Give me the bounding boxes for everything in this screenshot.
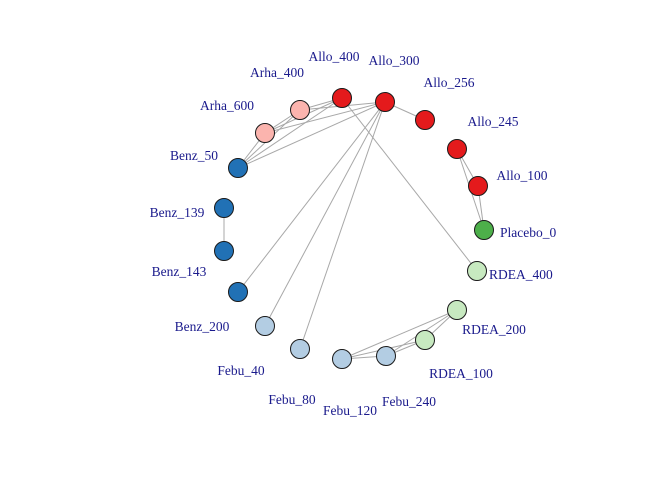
node-Benz_139 xyxy=(214,198,234,218)
node-label-Benz_50: Benz_50 xyxy=(170,148,218,163)
edge-Allo_300-Febu_80 xyxy=(299,101,386,350)
node-RDEA_200 xyxy=(447,300,467,320)
node-Arha_400 xyxy=(290,100,310,120)
node-label-Placebo_0: Placebo_0 xyxy=(500,225,556,240)
node-label-Febu_40: Febu_40 xyxy=(217,363,265,378)
node-Allo_256 xyxy=(415,110,435,130)
node-Allo_400 xyxy=(332,88,352,108)
node-Placebo_0 xyxy=(474,220,494,240)
node-label-RDEA_100: RDEA_100 xyxy=(429,366,493,381)
node-layer xyxy=(214,88,494,369)
node-label-RDEA_200: RDEA_200 xyxy=(462,322,526,337)
node-Allo_100 xyxy=(468,176,488,196)
node-Benz_200 xyxy=(228,282,248,302)
edge-Allo_300-Arha_600 xyxy=(264,101,386,134)
node-Benz_143 xyxy=(214,241,234,261)
edge-Allo_400-RDEA_400 xyxy=(341,97,478,272)
node-label-Febu_240: Febu_240 xyxy=(382,394,436,409)
node-Febu_120 xyxy=(332,349,352,369)
node-Febu_40 xyxy=(255,316,275,336)
node-label-Benz_139: Benz_139 xyxy=(150,205,205,220)
node-Febu_240 xyxy=(376,346,396,366)
node-label-Febu_120: Febu_120 xyxy=(323,403,377,418)
node-Allo_300 xyxy=(375,92,395,112)
node-label-Benz_143: Benz_143 xyxy=(152,264,207,279)
node-label-Febu_80: Febu_80 xyxy=(268,392,316,407)
edge-RDEA_200-Febu_120 xyxy=(341,309,458,360)
node-Arha_600 xyxy=(255,123,275,143)
node-label-Arha_400: Arha_400 xyxy=(250,65,304,80)
node-Allo_245 xyxy=(447,139,467,159)
node-Febu_80 xyxy=(290,339,310,359)
node-label-Allo_245: Allo_245 xyxy=(467,114,518,129)
edge-Allo_300-Benz_200 xyxy=(237,101,386,293)
node-Benz_50 xyxy=(228,158,248,178)
edge-Allo_400-Benz_50 xyxy=(237,97,343,169)
node-label-Allo_300: Allo_300 xyxy=(368,53,419,68)
node-label-Allo_400: Allo_400 xyxy=(308,49,359,64)
label-layer: Allo_400 Allo_300 Allo_256 Allo_245 Allo_100… xyxy=(150,49,557,418)
node-label-Allo_256: Allo_256 xyxy=(423,75,474,90)
node-label-Allo_100: Allo_100 xyxy=(496,168,547,183)
node-label-RDEA_400: RDEA_400 xyxy=(489,267,553,282)
node-RDEA_400 xyxy=(467,261,487,281)
node-label-Arha_600: Arha_600 xyxy=(200,98,254,113)
edge-Allo_300-Febu_40 xyxy=(264,101,386,327)
node-RDEA_100 xyxy=(415,330,435,350)
edge-Allo_300-Benz_50 xyxy=(237,101,386,169)
node-label-Benz_200: Benz_200 xyxy=(175,319,230,334)
